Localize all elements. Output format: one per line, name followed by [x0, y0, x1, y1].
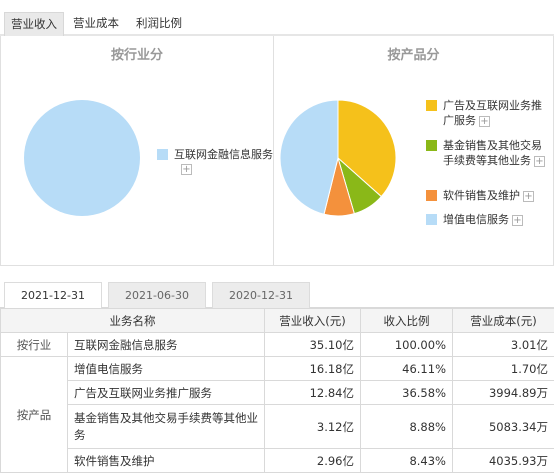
table-row: 按产品 增值电信服务 16.18亿 46.11% 1.70亿	[0, 356, 554, 473]
expand-plus-icon[interactable]: +	[534, 155, 545, 167]
header-revenue: 营业收入(元)	[264, 308, 361, 333]
industry-panel-title: 按行业分	[110, 48, 163, 63]
table-header-row: 业务名称 营业收入(元) 收入比例 营业成本(元)	[0, 308, 554, 333]
header-business-name: 业务名称	[0, 308, 265, 333]
industry-pie-chart	[24, 100, 140, 216]
legend-text: 基金销售及其他交易手续费等其他业务 +	[443, 138, 550, 168]
revenue-breakdown-table: 业务名称 营业收入(元) 收入比例 营业成本(元) 按行业 互联网金融信息服务 …	[0, 308, 554, 473]
product-panel: 按产品分 广告及互联网业务推广服务 + 基金销售及其他交易手续费等其他业务 + 软件…	[274, 36, 554, 266]
row-ratio: 46.11%	[360, 356, 453, 381]
row-revenue: 16.18亿	[264, 356, 361, 381]
tab-profit-ratio[interactable]: 利润比例	[136, 16, 182, 30]
header-ratio: 收入比例	[360, 308, 453, 333]
row-name: 互联网金融信息服务	[67, 332, 265, 357]
legend-item-internet-finance: 互联网金融信息服务	[157, 147, 273, 162]
pie-slice-0[interactable]	[337, 99, 397, 198]
product-panel-title: 按产品分	[387, 48, 440, 63]
row-name: 广告及互联网业务推广服务	[67, 380, 265, 405]
row-ratio: 8.43%	[360, 448, 453, 473]
table-row: 按行业 互联网金融信息服务 35.10亿 100.00% 3.01亿	[0, 332, 554, 357]
tab-cost[interactable]: 营业成本	[73, 16, 119, 30]
tab-2021-06-30[interactable]: 2021-06-30	[108, 282, 206, 308]
row-ratio: 36.58%	[360, 380, 453, 405]
pie-slice-internet-finance[interactable]	[24, 100, 140, 216]
header-cost: 营业成本(元)	[452, 308, 554, 333]
pie-slice-3[interactable]	[279, 99, 339, 215]
expand-plus-icon[interactable]: +	[479, 115, 490, 127]
row-ratio: 8.88%	[360, 404, 453, 449]
tab-2020-12-31[interactable]: 2020-12-31	[212, 282, 310, 308]
row-cost: 4035.93万	[452, 448, 554, 473]
legend-item-advertising: 广告及互联网业务推广服务 +	[426, 98, 550, 128]
row-category: 按行业	[0, 332, 68, 357]
row-cost: 3.01亿	[452, 332, 554, 357]
expand-plus-icon[interactable]: +	[181, 164, 192, 175]
industry-panel: 按行业分 互联网金融信息服务 +	[0, 36, 274, 266]
legend-label: 广告及互联网业务推广服务	[443, 99, 542, 127]
expand-plus-icon[interactable]: +	[512, 214, 523, 226]
row-category: 按产品	[0, 356, 68, 473]
legend-swatch	[426, 190, 437, 201]
legend-text: 广告及互联网业务推广服务 +	[443, 98, 550, 128]
legend-item-software: 软件销售及维护 +	[426, 188, 550, 203]
legend-item-fund-sales: 基金销售及其他交易手续费等其他业务 +	[426, 138, 550, 168]
legend-item-telecom: 增值电信服务 +	[426, 212, 550, 227]
row-cost: 1.70亿	[452, 356, 554, 381]
row-cost: 5083.34万	[452, 404, 554, 449]
tab-revenue[interactable]: 营业收入	[4, 12, 64, 36]
row-name: 基金销售及其他交易手续费等其他业务	[67, 404, 265, 449]
expand-plus-icon[interactable]: +	[523, 190, 534, 202]
row-name: 软件销售及维护	[67, 448, 265, 473]
legend-label: 基金销售及其他交易手续费等其他业务	[443, 139, 542, 167]
table-row: 软件销售及维护 2.96亿 8.43% 4035.93万	[1, 448, 554, 473]
period-tabs: 2021-12-31 2021-06-30 2020-12-31	[0, 282, 554, 309]
legend-label: 互联网金融信息服务	[174, 148, 273, 161]
row-revenue: 35.10亿	[264, 332, 361, 357]
legend-swatch	[426, 100, 437, 111]
row-revenue: 12.84亿	[264, 380, 361, 405]
tab-2021-12-31[interactable]: 2021-12-31	[4, 282, 102, 309]
legend-swatch	[426, 140, 437, 151]
row-ratio: 100.00%	[360, 332, 453, 357]
row-revenue: 2.96亿	[264, 448, 361, 473]
product-pie-chart	[279, 99, 397, 217]
table-row: 基金销售及其他交易手续费等其他业务 3.12亿 8.88% 5083.34万	[1, 404, 554, 449]
row-cost: 3994.89万	[452, 380, 554, 405]
legend-label: 软件销售及维护	[443, 189, 520, 202]
row-name: 增值电信服务	[67, 356, 265, 381]
legend-text: 增值电信服务 +	[443, 212, 523, 227]
legend-swatch	[157, 149, 168, 160]
row-revenue: 3.12亿	[264, 404, 361, 449]
metric-tabs: 营业收入 营业成本 利润比例	[0, 0, 554, 36]
table-row: 广告及互联网业务推广服务 12.84亿 36.58% 3994.89万	[1, 380, 554, 405]
legend-text: 软件销售及维护 +	[443, 188, 534, 203]
legend-swatch	[426, 214, 437, 225]
legend-label: 增值电信服务	[443, 213, 509, 226]
